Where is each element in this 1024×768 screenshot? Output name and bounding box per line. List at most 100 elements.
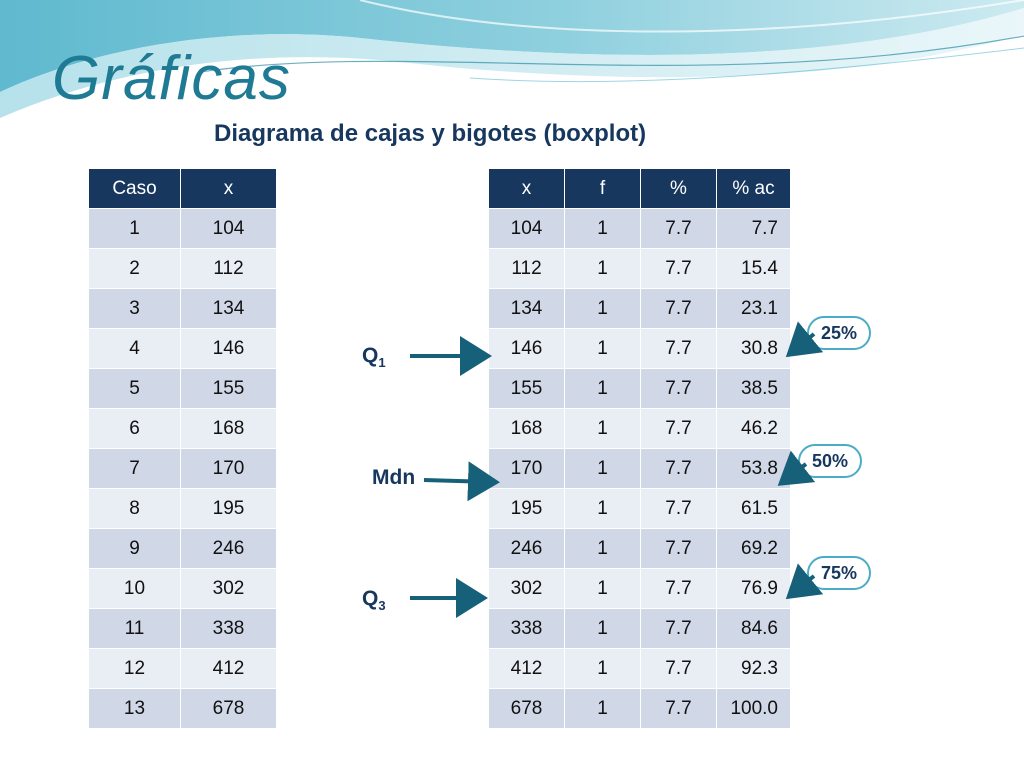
table-cell: 1 [564,248,641,289]
table-row: 13 678 [88,688,277,729]
page-title: Gráficas [52,44,291,113]
table-cell: 69.2 [716,528,791,569]
table-cell: 1 [564,328,641,369]
table-cell: 112 [488,248,565,289]
table-row: 195 1 7.7 61.5 [488,488,791,529]
table-cell: 1 [564,568,641,609]
table-row: 168 1 7.7 46.2 [488,408,791,449]
table-cell: 12 [88,648,181,689]
table-cell: 302 [488,568,565,609]
median-arrow [423,461,500,502]
table-cell: 302 [180,568,277,609]
table-cell: 38.5 [716,368,791,409]
table-row: 2 112 [88,248,277,289]
table-cell: 53.8 [716,448,791,489]
table-cell: 7.7 [640,248,717,289]
table-cell: 168 [180,408,277,449]
table-row: 12 412 [88,648,277,689]
table-cell: 11 [88,608,181,649]
table-row: 3 134 [88,288,277,329]
table-cell: 1 [564,648,641,689]
table-cell: 412 [180,648,277,689]
table-cell: 1 [564,528,641,569]
header-x: x [488,168,565,209]
table-row: 155 1 7.7 38.5 [488,368,791,409]
table-cell: 6 [88,408,181,449]
table-cell: 61.5 [716,488,791,529]
table-cell: 2 [88,248,181,289]
header-wave-decoration [0,0,1024,118]
table-cell: 1 [88,208,181,249]
table-cell: 4 [88,328,181,369]
table-cell: 46.2 [716,408,791,449]
table-cell: 100.0 [716,688,791,729]
header-cumulative-percent: % ac [716,168,791,209]
frequency-table: x f % % ac 104 1 7.7 7.7 112 1 7.7 15.4 134 1 7.7 2… [488,168,791,729]
table-cell: 15.4 [716,248,791,289]
table-cell: 1 [564,488,641,529]
table-cell: 170 [180,448,277,489]
table-cell: 8 [88,488,181,529]
table-cell: 1 [564,688,641,729]
table-row: 338 1 7.7 84.6 [488,608,791,649]
table-cell: 84.6 [716,608,791,649]
table-row: 146 1 7.7 30.8 [488,328,791,369]
table-row: 134 1 7.7 23.1 [488,288,791,329]
table-cell: 7.7 [640,208,717,249]
table-row: 1 104 [88,208,277,249]
table-cell: 5 [88,368,181,409]
median-label: Mdn [372,466,416,489]
table-cell: 134 [488,288,565,329]
q3-label: Q3 [362,587,386,613]
table-cell: 1 [564,608,641,649]
table-cell: 1 [564,208,641,249]
table-cell: 678 [488,688,565,729]
table-cell: 195 [180,488,277,529]
table-cell: 7.7 [716,208,791,249]
table-row: 246 1 7.7 69.2 [488,528,791,569]
table-cell: 1 [564,448,641,489]
table-cell: 678 [180,688,277,729]
table-cell: 155 [488,368,565,409]
table-cell: 7.7 [640,488,717,529]
table-row: 8 195 [88,488,277,529]
table-row: 302 1 7.7 76.9 [488,568,791,609]
table-cell: 23.1 [716,288,791,329]
case-values-table: Caso x 1 104 2 112 3 134 4 146 5 155 6 168 7 170 8 195 9… [88,168,277,729]
bubble-50-percent: 50% [798,444,862,478]
table-cell: 155 [180,368,277,409]
table-row: 10 302 [88,568,277,609]
table-cell: 112 [180,248,277,289]
q1-label: Q1 [362,344,386,370]
table-cell: 10 [88,568,181,609]
table-cell: 1 [564,288,641,329]
table-row: 678 1 7.7 100.0 [488,688,791,729]
header-percent: % [640,168,717,209]
table-cell: 146 [488,328,565,369]
table-cell: 1 [564,408,641,449]
table-cell: 7.7 [640,408,717,449]
table-row: 7 170 [88,448,277,489]
table-cell: 338 [180,608,277,649]
page-subtitle: Diagrama de cajas y bigotes (boxplot) [214,120,647,147]
table-row: 6 168 [88,408,277,449]
table-cell: 7.7 [640,368,717,409]
header-caso: Caso [88,168,181,209]
table-cell: 3 [88,288,181,329]
table-cell: 7.7 [640,648,717,689]
table-row: 112 1 7.7 15.4 [488,248,791,289]
bubble-75-percent: 75% [807,556,871,590]
table-row: 170 1 7.7 53.8 [488,448,791,489]
header-f: f [564,168,641,209]
table-cell: 7.7 [640,608,717,649]
table-cell: 195 [488,488,565,529]
header-x: x [180,168,277,209]
table-cell: 7 [88,448,181,489]
table-row: 11 338 [88,608,277,649]
table-cell: 134 [180,288,277,329]
table-row: 9 246 [88,528,277,569]
table-cell: 76.9 [716,568,791,609]
table-cell: 170 [488,448,565,489]
table-cell: 13 [88,688,181,729]
table-cell: 338 [488,608,565,649]
